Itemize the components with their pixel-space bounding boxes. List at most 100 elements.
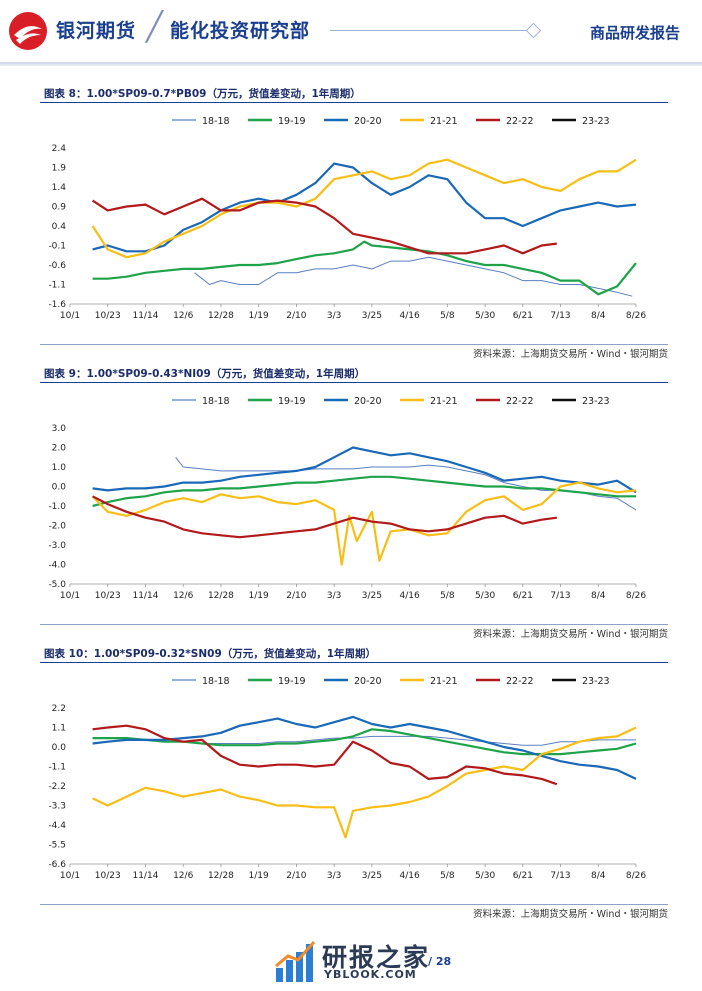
company-logo (9, 12, 47, 50)
legend-label: 18-18 (202, 396, 230, 407)
watermark-url: YBLOOK.COM (324, 968, 417, 981)
chart-source: 资料来源：上海期货交易所・Wind・银河期货 (473, 349, 668, 360)
y-tick-label: -1.1 (48, 763, 66, 773)
x-tick-label: 5/30 (475, 311, 495, 321)
x-tick-label: 11/14 (132, 871, 158, 881)
series-line-18-18 (194, 256, 633, 297)
y-tick-label: 2.0 (52, 444, 67, 454)
legend-label: 20-20 (354, 676, 382, 687)
legend-label: 21-21 (430, 676, 458, 687)
source-rule (40, 624, 668, 625)
x-tick-label: 1/19 (249, 311, 269, 321)
y-tick-label: 1.9 (52, 164, 67, 174)
y-tick-label: 0.9 (52, 203, 67, 213)
y-tick-label: 2.4 (52, 144, 67, 154)
x-tick-label: 2/10 (286, 591, 306, 601)
x-tick-label: 4/16 (399, 871, 419, 881)
x-tick-label: 6/21 (513, 591, 533, 601)
bar-chart-logo-icon (275, 941, 316, 982)
legend-label: 18-18 (202, 676, 230, 687)
header-bottom-band (0, 62, 702, 66)
x-tick-label: 8/4 (591, 591, 606, 601)
x-tick-label: 8/4 (591, 871, 606, 881)
chart-block-8: 图表 8：1.00*SP09-0.7*PB09（万元，货值差变动，1年周期） 1… (40, 80, 668, 360)
y-tick-label: -5.0 (48, 580, 66, 590)
y-tick-label: 0.0 (52, 483, 67, 493)
y-tick-label: 1.4 (52, 183, 67, 193)
y-tick-label: -0.6 (48, 261, 66, 271)
legend-label: 19-19 (278, 676, 306, 687)
x-tick-label: 12/6 (173, 311, 193, 321)
y-tick-label: -3.3 (48, 802, 66, 812)
y-tick-label: -3.0 (48, 541, 66, 551)
legend-label: 20-20 (354, 116, 382, 127)
x-tick-label: 3/3 (327, 311, 341, 321)
y-tick-label: -4.0 (48, 561, 66, 571)
legend-label: 21-21 (430, 116, 458, 127)
y-tick-label: -2.0 (48, 522, 66, 532)
y-tick-label: 0.4 (52, 222, 67, 232)
x-tick-label: 4/16 (399, 591, 419, 601)
series-line-20-20 (92, 715, 637, 780)
x-tick-label: 11/14 (132, 591, 158, 601)
header-rule (330, 30, 530, 31)
series-line-22-22 (92, 495, 557, 539)
series-line-19-19 (92, 240, 637, 296)
x-tick-label: 5/30 (475, 591, 495, 601)
series-line-22-22 (92, 197, 557, 255)
x-tick-label: 3/3 (327, 591, 341, 601)
page-header: 银河期货 ╱ 能化投资研究部 商品研发报告 (0, 0, 702, 66)
watermark-text: 研报之家 (322, 943, 431, 972)
x-tick-label: 2/10 (286, 311, 306, 321)
y-tick-label: -0.1 (48, 242, 66, 252)
x-tick-label: 8/26 (626, 311, 646, 321)
legend-label: 22-22 (506, 396, 534, 407)
line-chart: 18-18 19-19 20-20 21-21 22-22 23-23 2.4 1.9 1.4 0… (48, 116, 646, 321)
x-tick-label: 8/26 (626, 591, 646, 601)
chart-title: 图表 10：1.00*SP09-0.32*SN09（万元，货值差变动，1年周期） (44, 648, 377, 660)
y-tick-label: -1.1 (48, 281, 66, 291)
chart-title: 图表 9：1.00*SP09-0.43*NI09（万元，货值差变动，1年周期） (44, 368, 366, 380)
chart-title: 图表 8：1.00*SP09-0.7*PB09（万元，货值差变动，1年周期） (44, 88, 361, 100)
legend-label: 19-19 (278, 116, 306, 127)
report-type: 商品研发报告 (589, 24, 680, 42)
legend-label: 18-18 (202, 116, 230, 127)
x-tick-label: 12/28 (208, 871, 234, 881)
x-tick-label: 3/25 (362, 591, 382, 601)
x-tick-label: 5/8 (440, 591, 455, 601)
chart-block-10: 图表 10：1.00*SP09-0.32*SN09（万元，货值差变动，1年周期）… (40, 640, 668, 920)
series-line-18-18 (175, 456, 637, 511)
y-tick-label: 1.0 (52, 463, 67, 473)
company-name: 银河期货 (56, 20, 137, 42)
header-divider: ╱ (146, 10, 163, 43)
chart-title-rule (40, 662, 668, 663)
y-tick-label: -1.0 (48, 502, 66, 512)
y-tick-label: -4.4 (48, 821, 66, 831)
x-tick-label: 6/21 (513, 311, 533, 321)
legend-label: 22-22 (506, 116, 534, 127)
x-tick-label: 12/28 (208, 591, 234, 601)
chart-title-rule (40, 382, 668, 383)
x-tick-label: 10/23 (95, 871, 121, 881)
diamond-icon (525, 22, 542, 39)
x-tick-label: 12/6 (173, 871, 193, 881)
series-line-21-21 (91, 158, 637, 259)
line-chart: 18-18 19-19 20-20 21-21 22-22 23-23 3.0 2.0 1.0 0… (48, 396, 646, 601)
chart-block-9: 图表 9：1.00*SP09-0.43*NI09（万元，货值差变动，1年周期） … (40, 360, 668, 640)
y-tick-label: -1.6 (48, 300, 66, 310)
y-tick-label: -2.2 (48, 782, 66, 792)
x-tick-label: 11/14 (132, 311, 158, 321)
x-tick-label: 10/1 (60, 871, 80, 881)
x-tick-label: 7/13 (550, 871, 570, 881)
x-tick-label: 10/23 (95, 591, 121, 601)
x-tick-label: 7/13 (550, 311, 570, 321)
x-tick-label: 5/8 (440, 871, 455, 881)
x-tick-label: 3/25 (362, 871, 382, 881)
source-rule (40, 344, 668, 345)
source-rule (40, 904, 668, 905)
x-tick-label: 3/25 (362, 311, 382, 321)
x-tick-label: 8/4 (591, 311, 606, 321)
x-tick-label: 5/30 (475, 871, 495, 881)
chart-source: 资料来源：上海期货交易所・Wind・银河期货 (473, 909, 668, 920)
y-tick-label: 0.0 (52, 743, 67, 753)
